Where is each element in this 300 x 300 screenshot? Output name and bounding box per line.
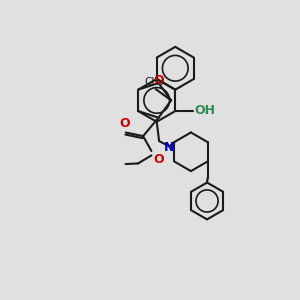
Text: N: N bbox=[164, 141, 175, 154]
Text: CH₃: CH₃ bbox=[145, 77, 164, 87]
Text: O: O bbox=[153, 153, 164, 166]
Text: O: O bbox=[153, 74, 164, 87]
Text: O: O bbox=[119, 118, 130, 130]
Text: OH: OH bbox=[195, 104, 216, 117]
